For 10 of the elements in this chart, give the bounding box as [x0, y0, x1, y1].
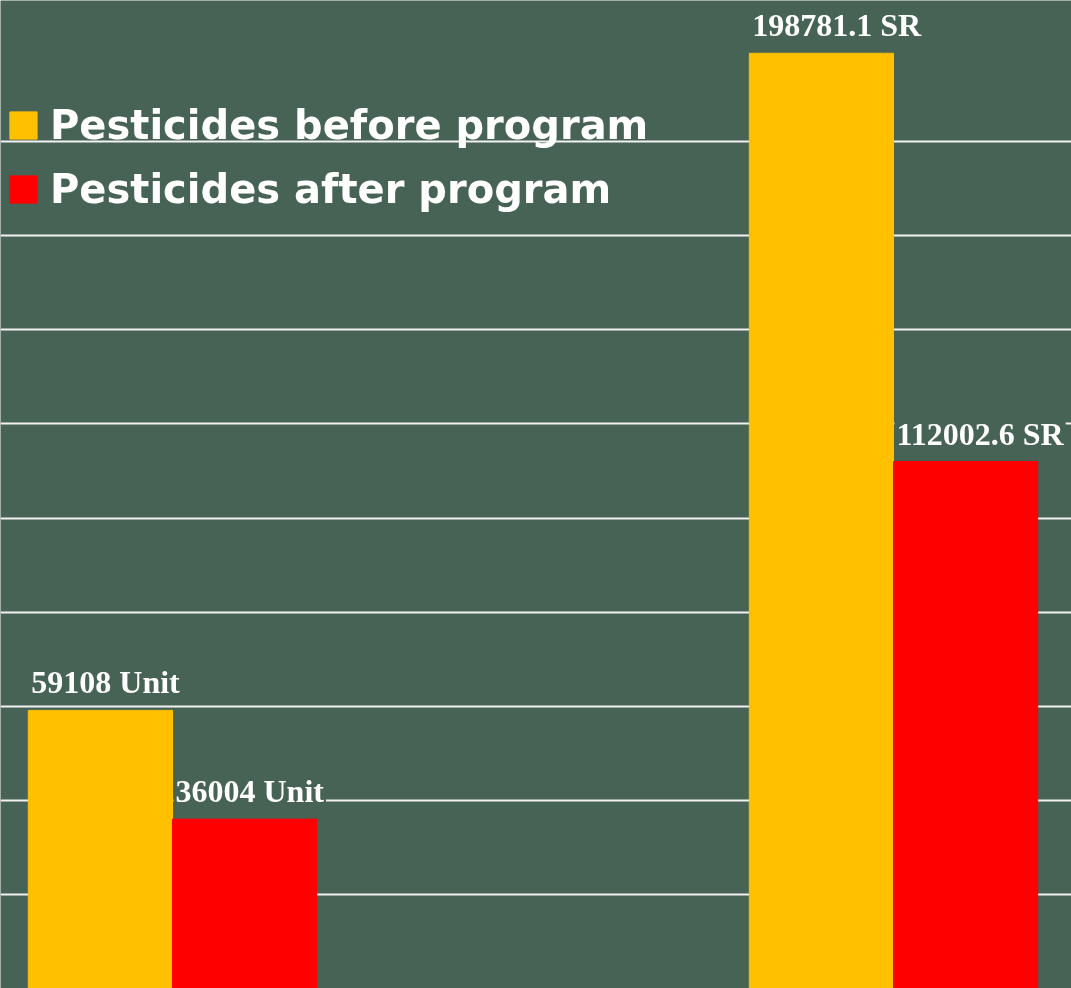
bar — [27, 709, 173, 988]
legend-label: Pesticides after program — [50, 166, 612, 212]
data-label: 198781.1 SR — [752, 7, 923, 44]
bar — [172, 818, 318, 988]
legend-label: Pesticides before program — [50, 102, 649, 148]
bar — [893, 461, 1039, 988]
data-label: 112002.6 SR — [896, 415, 1065, 452]
data-label: 36004 Unit — [175, 773, 325, 810]
data-label: 59108 Unit — [31, 664, 181, 701]
bar — [748, 52, 894, 988]
